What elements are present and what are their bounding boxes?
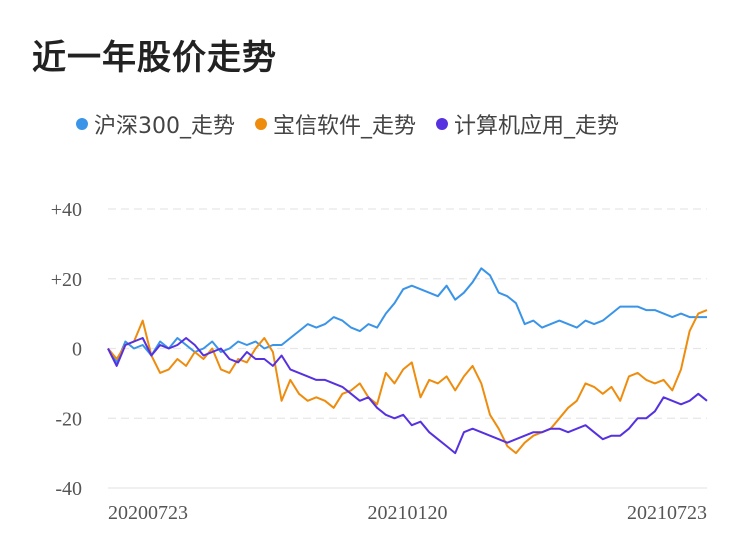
y-axis-ticks: +40 +20 0 -20 -40: [51, 199, 82, 500]
y-tick-label: +40: [51, 199, 82, 221]
chart-legend: 沪深300_走势 宝信软件_走势 计算机应用_走势: [76, 108, 639, 140]
legend-label-sector: 计算机应用_走势: [454, 114, 620, 139]
x-tick-label: 20210723: [627, 502, 707, 524]
legend-item-sector[interactable]: 计算机应用_走势: [436, 108, 619, 140]
legend-dot-hs300: [76, 118, 88, 130]
series-line-2: [107, 337, 708, 455]
x-tick-label: 20200723: [108, 502, 188, 524]
grid-lines: [108, 208, 707, 489]
series-line-1: [107, 309, 708, 455]
legend-dot-baoxin: [255, 118, 267, 130]
y-tick-label: -20: [55, 408, 82, 430]
y-tick-label: 0: [72, 339, 82, 361]
legend-item-baoxin[interactable]: 宝信软件_走势: [255, 108, 416, 140]
x-tick-label: 20210120: [368, 502, 448, 524]
legend-dot-sector: [436, 118, 449, 130]
page-title: 近一年股价走势: [32, 38, 277, 78]
y-tick-label: -40: [55, 478, 82, 500]
legend-label-hs300: 沪深300_走势: [94, 114, 235, 139]
series-line-0: [107, 267, 707, 364]
series-lines: [107, 267, 708, 455]
x-axis-ticks: 20200723 20210120 20210723: [108, 502, 707, 524]
y-tick-label: +20: [51, 269, 82, 291]
legend-label-baoxin: 宝信软件_走势: [273, 114, 417, 139]
legend-item-hs300[interactable]: 沪深300_走势: [76, 108, 235, 140]
